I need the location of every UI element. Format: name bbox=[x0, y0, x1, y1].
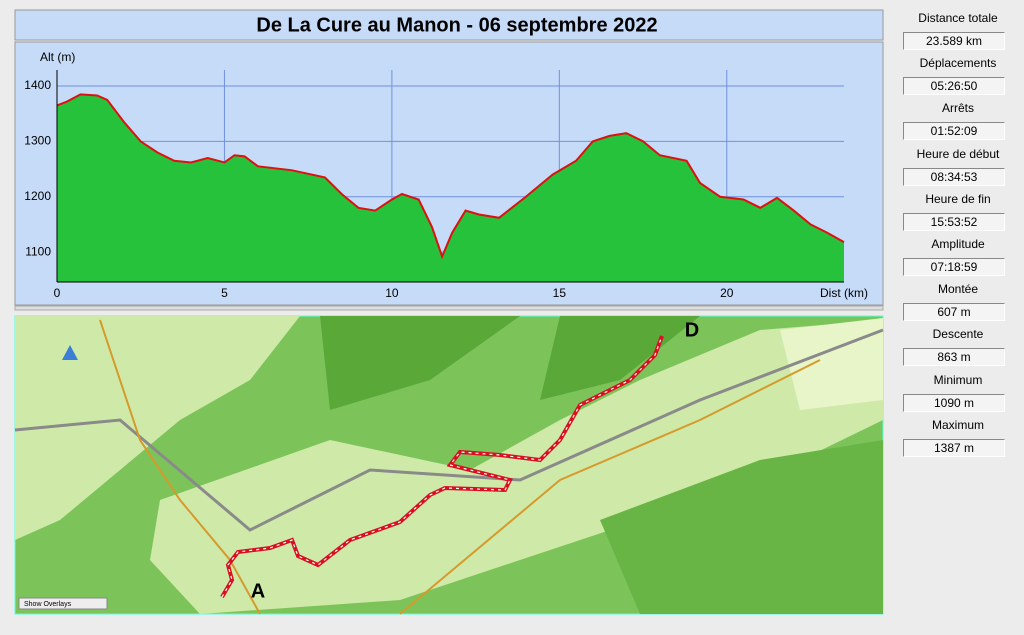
x-tick-label: 20 bbox=[720, 286, 734, 300]
start-label: A bbox=[251, 580, 265, 602]
area bbox=[57, 94, 844, 282]
stat-label: Montée bbox=[937, 282, 979, 297]
profile-line bbox=[56, 93, 845, 260]
stat-value: 05:26:50 bbox=[903, 77, 1005, 96]
map-field bbox=[15, 316, 300, 540]
stat-label: Déplacements bbox=[919, 56, 997, 71]
y-tick-label: 1100 bbox=[25, 244, 51, 258]
x-tick-label: 15 bbox=[553, 286, 567, 300]
overlay-button-label: Show Overlays bbox=[24, 601, 72, 608]
stat-label: Arrêts bbox=[941, 101, 974, 116]
end-label: D bbox=[685, 319, 699, 341]
stat-label: Heure de début bbox=[916, 146, 1000, 161]
stat-label: Heure de fin bbox=[925, 191, 991, 206]
stat-label: Minimum bbox=[933, 372, 983, 387]
stat-value: 15:53:52 bbox=[903, 212, 1005, 231]
map: A D Show Overlays bbox=[14, 315, 884, 615]
stat-value: 07:18:59 bbox=[903, 258, 1005, 276]
compass-icon[interactable] bbox=[62, 345, 78, 360]
y-tick-label: 1200 bbox=[24, 189, 51, 203]
stat-value: 08:34:53 bbox=[903, 167, 1005, 186]
title: De La Cure au Manon - 06 septembre 2022 bbox=[256, 14, 657, 36]
stat-value: 01:52:09 bbox=[903, 122, 1005, 141]
x-tick-label: 0 bbox=[54, 286, 61, 300]
stat-value: 863 m bbox=[903, 348, 1005, 367]
map-road bbox=[399, 359, 821, 615]
map-field bbox=[150, 320, 883, 614]
stat-value: 1090 m bbox=[903, 393, 1005, 412]
y-axis-label: Alt (m) bbox=[40, 50, 75, 64]
map-road bbox=[14, 328, 884, 532]
stat-label: Maximum bbox=[931, 417, 984, 432]
x-axis-label: Dist (km) bbox=[820, 286, 868, 300]
route-dash bbox=[221, 335, 663, 598]
map-road bbox=[99, 319, 261, 615]
x-tick-label: 5 bbox=[221, 286, 228, 300]
stat-value: 23.589 km bbox=[903, 32, 1005, 50]
map-forest bbox=[600, 440, 883, 614]
title-bar bbox=[14, 9, 884, 41]
y-tick-label: 1300 bbox=[24, 134, 51, 148]
stat-value: 607 m bbox=[903, 303, 1005, 322]
overlay-button[interactable] bbox=[18, 597, 108, 610]
stat-label: Descente bbox=[932, 327, 984, 342]
splitter[interactable] bbox=[14, 305, 884, 311]
stat-label: Distance totale bbox=[918, 11, 998, 25]
y-tick-label: 1400 bbox=[24, 78, 51, 92]
map-forest bbox=[320, 316, 520, 410]
stat-label: Amplitude bbox=[931, 237, 985, 251]
x-tick-label: 10 bbox=[385, 286, 399, 300]
stat-value: 1387 m bbox=[903, 438, 1005, 457]
